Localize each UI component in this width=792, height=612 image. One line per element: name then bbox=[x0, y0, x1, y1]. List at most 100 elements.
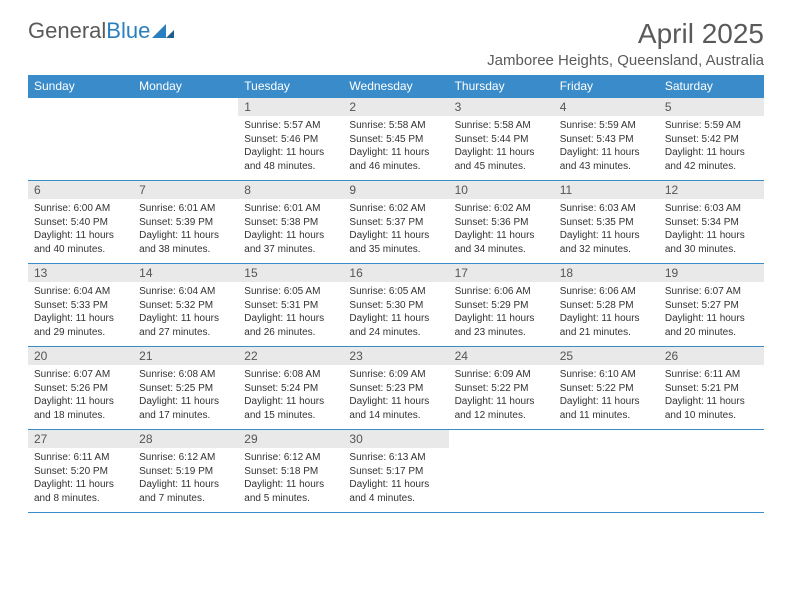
day-number: 7 bbox=[133, 181, 238, 199]
day-details: Sunrise: 6:12 AMSunset: 5:18 PMDaylight:… bbox=[238, 448, 343, 509]
calendar-day-cell: 7Sunrise: 6:01 AMSunset: 5:39 PMDaylight… bbox=[133, 181, 238, 264]
day-details: Sunrise: 6:06 AMSunset: 5:29 PMDaylight:… bbox=[449, 282, 554, 343]
logo-triangle-icon bbox=[152, 18, 174, 44]
day-number: 6 bbox=[28, 181, 133, 199]
calendar-day-cell: 14Sunrise: 6:04 AMSunset: 5:32 PMDayligh… bbox=[133, 264, 238, 347]
calendar-day-cell: 10Sunrise: 6:02 AMSunset: 5:36 PMDayligh… bbox=[449, 181, 554, 264]
calendar-empty-cell bbox=[28, 98, 133, 181]
day-details: Sunrise: 6:03 AMSunset: 5:35 PMDaylight:… bbox=[554, 199, 659, 260]
weekday-header: Wednesday bbox=[343, 75, 448, 98]
day-details: Sunrise: 6:01 AMSunset: 5:38 PMDaylight:… bbox=[238, 199, 343, 260]
month-title: April 2025 bbox=[487, 18, 764, 50]
day-details: Sunrise: 6:08 AMSunset: 5:24 PMDaylight:… bbox=[238, 365, 343, 426]
day-number: 2 bbox=[343, 98, 448, 116]
weekday-header: Friday bbox=[554, 75, 659, 98]
day-number: 5 bbox=[659, 98, 764, 116]
day-details: Sunrise: 5:58 AMSunset: 5:44 PMDaylight:… bbox=[449, 116, 554, 177]
calendar-day-cell: 20Sunrise: 6:07 AMSunset: 5:26 PMDayligh… bbox=[28, 347, 133, 430]
day-details: Sunrise: 6:11 AMSunset: 5:20 PMDaylight:… bbox=[28, 448, 133, 509]
calendar-day-cell: 28Sunrise: 6:12 AMSunset: 5:19 PMDayligh… bbox=[133, 430, 238, 513]
day-number: 13 bbox=[28, 264, 133, 282]
calendar-day-cell: 21Sunrise: 6:08 AMSunset: 5:25 PMDayligh… bbox=[133, 347, 238, 430]
calendar-day-cell: 12Sunrise: 6:03 AMSunset: 5:34 PMDayligh… bbox=[659, 181, 764, 264]
day-details: Sunrise: 6:04 AMSunset: 5:33 PMDaylight:… bbox=[28, 282, 133, 343]
day-number: 20 bbox=[28, 347, 133, 365]
day-number: 17 bbox=[449, 264, 554, 282]
day-number: 15 bbox=[238, 264, 343, 282]
day-details: Sunrise: 6:01 AMSunset: 5:39 PMDaylight:… bbox=[133, 199, 238, 260]
calendar-day-cell: 11Sunrise: 6:03 AMSunset: 5:35 PMDayligh… bbox=[554, 181, 659, 264]
day-details: Sunrise: 6:05 AMSunset: 5:31 PMDaylight:… bbox=[238, 282, 343, 343]
calendar-empty-cell bbox=[554, 430, 659, 513]
calendar-page: GeneralBlue April 2025 Jamboree Heights,… bbox=[0, 0, 792, 531]
calendar-empty-cell bbox=[133, 98, 238, 181]
day-number: 1 bbox=[238, 98, 343, 116]
day-details: Sunrise: 6:09 AMSunset: 5:23 PMDaylight:… bbox=[343, 365, 448, 426]
day-number: 11 bbox=[554, 181, 659, 199]
day-number: 28 bbox=[133, 430, 238, 448]
day-number: 29 bbox=[238, 430, 343, 448]
day-details: Sunrise: 5:59 AMSunset: 5:42 PMDaylight:… bbox=[659, 116, 764, 177]
calendar-empty-cell bbox=[659, 430, 764, 513]
day-number: 21 bbox=[133, 347, 238, 365]
day-details: Sunrise: 6:08 AMSunset: 5:25 PMDaylight:… bbox=[133, 365, 238, 426]
weekday-header: Sunday bbox=[28, 75, 133, 98]
calendar-day-cell: 27Sunrise: 6:11 AMSunset: 5:20 PMDayligh… bbox=[28, 430, 133, 513]
calendar-day-cell: 4Sunrise: 5:59 AMSunset: 5:43 PMDaylight… bbox=[554, 98, 659, 181]
calendar-day-cell: 9Sunrise: 6:02 AMSunset: 5:37 PMDaylight… bbox=[343, 181, 448, 264]
calendar-body: 1Sunrise: 5:57 AMSunset: 5:46 PMDaylight… bbox=[28, 98, 764, 513]
day-number: 16 bbox=[343, 264, 448, 282]
weekday-header: Tuesday bbox=[238, 75, 343, 98]
day-details: Sunrise: 6:11 AMSunset: 5:21 PMDaylight:… bbox=[659, 365, 764, 426]
calendar-day-cell: 16Sunrise: 6:05 AMSunset: 5:30 PMDayligh… bbox=[343, 264, 448, 347]
day-details: Sunrise: 6:02 AMSunset: 5:37 PMDaylight:… bbox=[343, 199, 448, 260]
day-number: 3 bbox=[449, 98, 554, 116]
day-number: 27 bbox=[28, 430, 133, 448]
day-details: Sunrise: 6:03 AMSunset: 5:34 PMDaylight:… bbox=[659, 199, 764, 260]
day-number: 4 bbox=[554, 98, 659, 116]
day-details: Sunrise: 5:57 AMSunset: 5:46 PMDaylight:… bbox=[238, 116, 343, 177]
calendar-empty-cell bbox=[449, 430, 554, 513]
day-details: Sunrise: 5:58 AMSunset: 5:45 PMDaylight:… bbox=[343, 116, 448, 177]
day-details: Sunrise: 6:05 AMSunset: 5:30 PMDaylight:… bbox=[343, 282, 448, 343]
calendar-day-cell: 2Sunrise: 5:58 AMSunset: 5:45 PMDaylight… bbox=[343, 98, 448, 181]
calendar-day-cell: 13Sunrise: 6:04 AMSunset: 5:33 PMDayligh… bbox=[28, 264, 133, 347]
calendar-day-cell: 25Sunrise: 6:10 AMSunset: 5:22 PMDayligh… bbox=[554, 347, 659, 430]
calendar-day-cell: 5Sunrise: 5:59 AMSunset: 5:42 PMDaylight… bbox=[659, 98, 764, 181]
weekday-header: Monday bbox=[133, 75, 238, 98]
calendar-week-row: 13Sunrise: 6:04 AMSunset: 5:33 PMDayligh… bbox=[28, 264, 764, 347]
day-number: 26 bbox=[659, 347, 764, 365]
calendar-day-cell: 3Sunrise: 5:58 AMSunset: 5:44 PMDaylight… bbox=[449, 98, 554, 181]
day-number: 14 bbox=[133, 264, 238, 282]
calendar-day-cell: 17Sunrise: 6:06 AMSunset: 5:29 PMDayligh… bbox=[449, 264, 554, 347]
day-number: 24 bbox=[449, 347, 554, 365]
day-number: 30 bbox=[343, 430, 448, 448]
weekday-header: Saturday bbox=[659, 75, 764, 98]
calendar-day-cell: 24Sunrise: 6:09 AMSunset: 5:22 PMDayligh… bbox=[449, 347, 554, 430]
calendar-week-row: 27Sunrise: 6:11 AMSunset: 5:20 PMDayligh… bbox=[28, 430, 764, 513]
day-number: 19 bbox=[659, 264, 764, 282]
calendar-day-cell: 19Sunrise: 6:07 AMSunset: 5:27 PMDayligh… bbox=[659, 264, 764, 347]
day-details: Sunrise: 6:10 AMSunset: 5:22 PMDaylight:… bbox=[554, 365, 659, 426]
day-number: 9 bbox=[343, 181, 448, 199]
day-number: 8 bbox=[238, 181, 343, 199]
weekday-header: Thursday bbox=[449, 75, 554, 98]
calendar-week-row: 20Sunrise: 6:07 AMSunset: 5:26 PMDayligh… bbox=[28, 347, 764, 430]
calendar-day-cell: 30Sunrise: 6:13 AMSunset: 5:17 PMDayligh… bbox=[343, 430, 448, 513]
day-number: 25 bbox=[554, 347, 659, 365]
calendar-day-cell: 6Sunrise: 6:00 AMSunset: 5:40 PMDaylight… bbox=[28, 181, 133, 264]
calendar-day-cell: 22Sunrise: 6:08 AMSunset: 5:24 PMDayligh… bbox=[238, 347, 343, 430]
location-text: Jamboree Heights, Queensland, Australia bbox=[487, 52, 764, 69]
calendar-day-cell: 26Sunrise: 6:11 AMSunset: 5:21 PMDayligh… bbox=[659, 347, 764, 430]
logo-text-2: Blue bbox=[106, 18, 150, 44]
calendar-week-row: 1Sunrise: 5:57 AMSunset: 5:46 PMDaylight… bbox=[28, 98, 764, 181]
day-details: Sunrise: 6:09 AMSunset: 5:22 PMDaylight:… bbox=[449, 365, 554, 426]
calendar-table: SundayMondayTuesdayWednesdayThursdayFrid… bbox=[28, 75, 764, 513]
day-details: Sunrise: 6:07 AMSunset: 5:26 PMDaylight:… bbox=[28, 365, 133, 426]
calendar-day-cell: 15Sunrise: 6:05 AMSunset: 5:31 PMDayligh… bbox=[238, 264, 343, 347]
day-details: Sunrise: 6:07 AMSunset: 5:27 PMDaylight:… bbox=[659, 282, 764, 343]
day-number: 18 bbox=[554, 264, 659, 282]
header: GeneralBlue April 2025 Jamboree Heights,… bbox=[28, 18, 764, 69]
calendar-day-cell: 1Sunrise: 5:57 AMSunset: 5:46 PMDaylight… bbox=[238, 98, 343, 181]
day-details: Sunrise: 6:04 AMSunset: 5:32 PMDaylight:… bbox=[133, 282, 238, 343]
